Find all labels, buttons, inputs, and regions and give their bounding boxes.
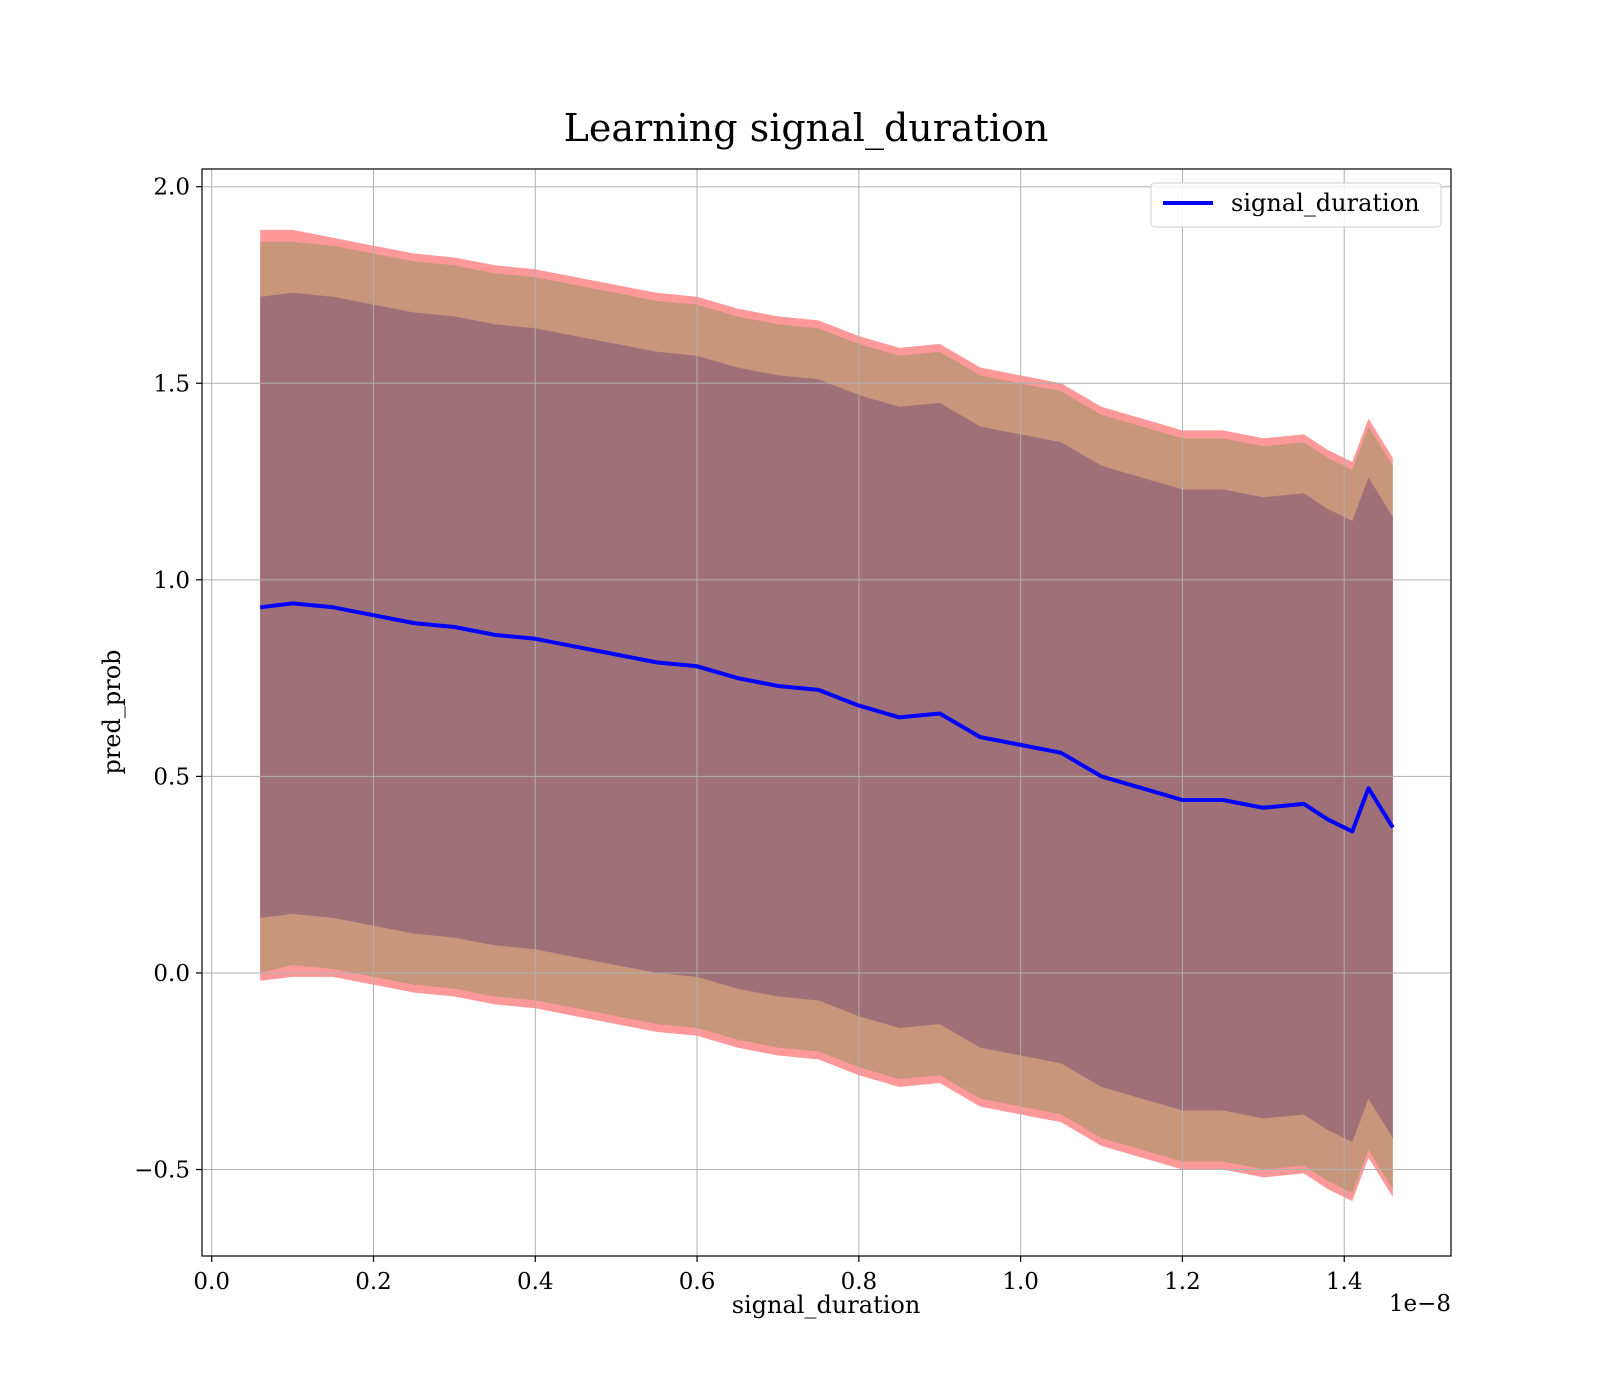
- x-axis-ticks: 0.0 0.2 0.4 0.6 0.8 1.0 1.2 1.4: [193, 1256, 1363, 1295]
- series-lines: [259, 601, 1395, 834]
- legend: signal_duration: [1150, 182, 1442, 228]
- x-axis-label: signal_duration: [732, 1291, 921, 1319]
- legend-box: [1150, 182, 1442, 228]
- x-axis-offset-text: 1e−8: [1389, 1291, 1451, 1317]
- legend-entry-label: signal_duration: [1231, 189, 1420, 217]
- x-tick-label-2: 0.4: [517, 1269, 554, 1295]
- y-tick-label-0: −0.5: [134, 1158, 190, 1184]
- x-tick-label-3: 0.6: [679, 1269, 716, 1295]
- y-tick-label-4: 1.5: [153, 371, 190, 397]
- chart-title: Learning signal_duration: [564, 106, 1049, 151]
- y-tick-label-3: 1.0: [153, 568, 190, 594]
- series-line-0: [259, 601, 1395, 834]
- y-tick-label-5: 2.0: [153, 175, 190, 201]
- x-tick-label-6: 1.2: [1164, 1269, 1201, 1295]
- grid-lines: [202, 169, 1451, 1256]
- y-tick-label-2: 0.5: [153, 764, 190, 790]
- y-axis-ticks: −0.5 0.0 0.5 1.0 1.5 2.0: [134, 175, 202, 1184]
- x-tick-label-1: 0.2: [355, 1269, 392, 1295]
- x-tick-label-5: 1.0: [1002, 1269, 1039, 1295]
- y-axis-label: pred_prob: [98, 649, 126, 774]
- confidence-bands: [260, 229, 1393, 1201]
- x-tick-label-0: 0.0: [193, 1269, 230, 1295]
- plot-area-frame: [201, 168, 1452, 1257]
- x-tick-label-7: 1.4: [1326, 1269, 1363, 1295]
- x-tick-label-4: 0.8: [841, 1269, 878, 1295]
- band-inner: [260, 292, 1393, 1142]
- y-tick-label-1: 0.0: [153, 961, 190, 987]
